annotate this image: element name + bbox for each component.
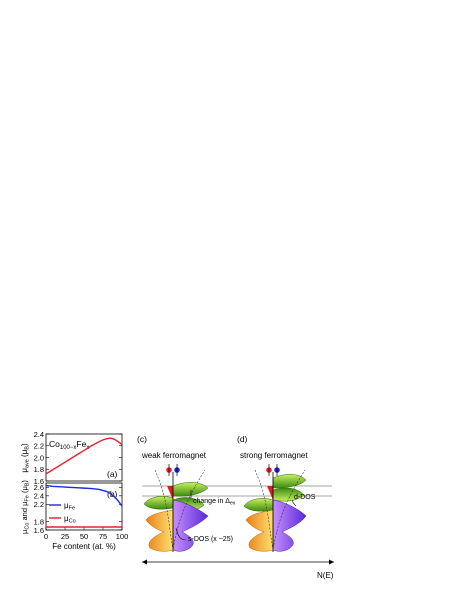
y-tick-label: 1.8 bbox=[34, 465, 44, 474]
x-tick-label: 100 bbox=[116, 532, 129, 541]
y-tick-label: 1.6 bbox=[34, 526, 44, 535]
x-tick-label: 25 bbox=[61, 532, 69, 541]
y-tick-label: 2.4 bbox=[34, 430, 44, 439]
dos-diagrams: (c) (d) weak ferromagnet strong ferromag… bbox=[137, 434, 334, 580]
strong-green-lobe-left bbox=[243, 498, 274, 512]
weak-green-lobe-upper bbox=[172, 482, 209, 497]
x-tick-label: 75 bbox=[99, 532, 107, 541]
panel-d-title: strong ferromagnet bbox=[240, 451, 308, 460]
panel-a: 1.6 1.8 2.0 2.2 2.4 Co100−xFex (a) μave (μB) bbox=[20, 430, 123, 486]
x-tick-label: 50 bbox=[80, 532, 88, 541]
strong-green-lobe-lower bbox=[272, 487, 305, 502]
exchange-change-label: change in Δex bbox=[193, 498, 236, 507]
strong-ferromagnet-dos: d-DOS bbox=[243, 464, 316, 552]
panel-a-y-axis-label: μave (μB) bbox=[20, 443, 31, 473]
panel-a-series-line bbox=[45, 437, 123, 475]
panel-b-legend: μFe μCo bbox=[49, 501, 76, 525]
ne-axis-label: N(E) bbox=[317, 571, 334, 580]
sdos-label: s-DOS (x ~25) bbox=[188, 536, 233, 543]
panel-a-y-ticks: 1.6 1.8 2.0 2.2 2.4 bbox=[34, 430, 122, 486]
strong-green-lobe-upper bbox=[272, 474, 307, 489]
ddos-pointer bbox=[292, 499, 297, 507]
y-tick-label: 1.6 bbox=[34, 477, 44, 486]
strong-red-region bbox=[267, 486, 273, 500]
legend-label-fe: μFe bbox=[64, 501, 75, 512]
y-tick-label: 2.2 bbox=[34, 442, 44, 451]
ddos-label: d-DOS bbox=[294, 494, 316, 501]
panel-b-x-axis-label: Fe content (at. %) bbox=[52, 542, 116, 551]
weak-green-lobe-left-upper bbox=[143, 496, 174, 510]
y-tick-label: 2.0 bbox=[34, 453, 44, 462]
panel-b-y-ticks: 1.61.8 2.22.42.6 bbox=[34, 483, 122, 535]
panel-a-label: (a) bbox=[107, 469, 118, 479]
y-tick-label: 2.6 bbox=[34, 483, 44, 492]
x-tick-label: 0 bbox=[44, 532, 48, 541]
panel-c-title: weak ferromagnet bbox=[141, 451, 207, 460]
ne-axis-arrowhead-right bbox=[329, 559, 334, 565]
weak-red-region bbox=[167, 486, 173, 500]
panel-c-label: (c) bbox=[137, 434, 147, 444]
panel-b-x-ticks: 0 25 50 75 100 bbox=[44, 527, 128, 541]
panel-b-series-line-fe bbox=[45, 484, 123, 507]
weak-violet-lobe bbox=[172, 499, 209, 552]
y-tick-label: 2.2 bbox=[34, 500, 44, 509]
strong-violet-lobe bbox=[272, 499, 307, 552]
ne-axis-arrowhead-left bbox=[142, 559, 147, 565]
panel-b: 1.61.82.22.42.6 0 25 50 75 100 (b) Fe conten… bbox=[20, 480, 128, 551]
weak-s-dos-parabola bbox=[154, 469, 206, 551]
ne-axis-arrow: N(E) bbox=[142, 559, 334, 580]
legend-label-co: μCo bbox=[64, 514, 76, 525]
weak-ferromagnet-dos: change in Δex s-DOS (x ~25) bbox=[143, 464, 236, 552]
panel-d-label: (d) bbox=[237, 434, 248, 444]
strong-orange-lobe bbox=[245, 509, 274, 552]
y-tick-label: 1.8 bbox=[34, 517, 44, 526]
strong-s-dos-parabola bbox=[254, 469, 306, 551]
panel-b-y-axis-label: μCo and μFe (μB) bbox=[20, 480, 31, 534]
sdos-pointer bbox=[175, 527, 187, 541]
weak-orange-lobe bbox=[145, 509, 174, 552]
y-tick-label: 2.4 bbox=[34, 492, 44, 501]
panel-a-composition-annotation: Co100−xFex bbox=[49, 439, 89, 451]
panel-b-label: (b) bbox=[107, 489, 118, 499]
